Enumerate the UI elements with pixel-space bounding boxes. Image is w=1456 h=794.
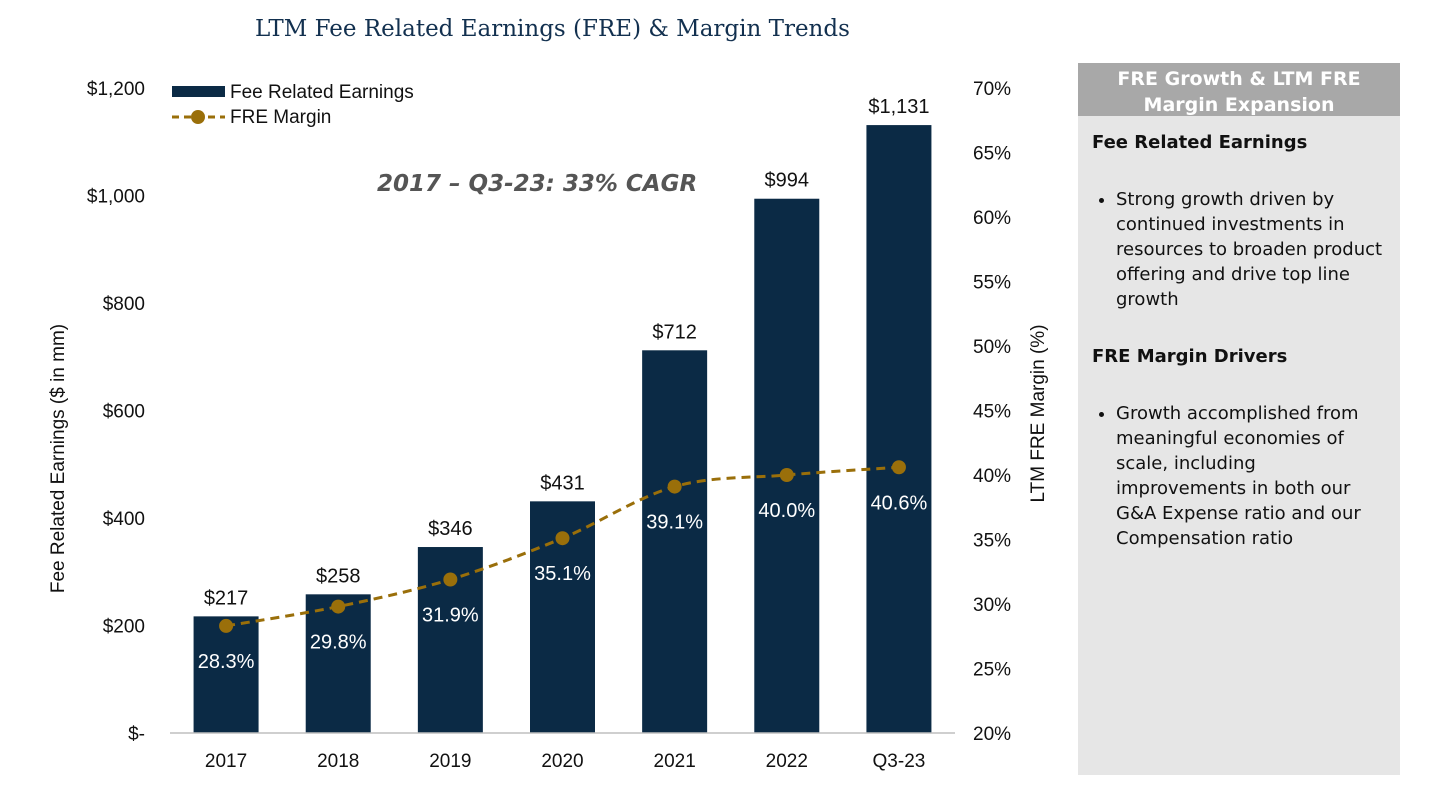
bar-value-label: $1,131 — [868, 96, 929, 118]
y-left-axis-title: Fee Related Earnings ($ in mm) — [48, 324, 69, 593]
bullet-list-margin: Growth accomplished from meaningful econ… — [1092, 401, 1386, 551]
y-right-tick-label: 50% — [973, 337, 1011, 358]
legend-label-fre: Fee Related Earnings — [230, 82, 414, 103]
margin-point — [219, 618, 234, 633]
bar-value-label: $431 — [540, 472, 585, 494]
y-right-tick-label: 20% — [973, 724, 1011, 745]
margin-point — [331, 599, 346, 614]
legend-label-margin: FRE Margin — [230, 107, 331, 128]
margin-point — [667, 479, 682, 494]
bar — [754, 198, 820, 734]
margin-point — [891, 460, 906, 475]
y-right-axis-title: LTM FRE Margin (%) — [1028, 324, 1049, 502]
margin-value-label: 28.3% — [198, 651, 255, 673]
bar-value-label: $346 — [428, 518, 473, 540]
bar — [642, 350, 708, 733]
legend-swatch-fre — [172, 86, 225, 97]
y-left-tick-label: $400 — [103, 509, 145, 530]
x-tick-label: 2019 — [429, 751, 471, 772]
bar — [305, 594, 371, 733]
margin-point — [779, 468, 794, 482]
bar-value-label: $994 — [765, 170, 810, 192]
section-title-fre: Fee Related Earnings — [1092, 132, 1308, 153]
side-panel: FRE Growth & LTM FRE Margin Expansion Fe… — [1078, 63, 1400, 775]
y-right-tick-label: 65% — [973, 144, 1011, 165]
x-tick-label: 2018 — [317, 751, 359, 772]
margin-value-label: 31.9% — [422, 604, 479, 626]
y-left-tick-label: $- — [128, 724, 145, 745]
y-left-tick-label: $1,200 — [87, 79, 145, 100]
x-tick-label: 2022 — [766, 751, 808, 772]
margin-value-label: 40.0% — [758, 500, 815, 522]
panel-body: Fee Related Earnings Strong growth drive… — [1078, 132, 1400, 551]
margin-point — [555, 531, 570, 546]
y-right-tick-label: 30% — [973, 595, 1011, 616]
y-right-tick-label: 25% — [973, 660, 1011, 681]
bar — [866, 125, 932, 733]
y-left-tick-label: $1,000 — [87, 187, 145, 208]
x-tick-label: 2020 — [541, 751, 583, 772]
y-left-tick-label: $200 — [103, 617, 145, 638]
margin-value-label: 39.1% — [646, 512, 703, 534]
y-left-tick-label: $800 — [103, 294, 145, 315]
cagr-annotation: 2017 – Q3-23: 33% CAGR — [377, 171, 697, 197]
chart-title: LTM Fee Related Earnings (FRE) & Margin … — [255, 16, 850, 42]
x-tick-label: 2021 — [654, 751, 696, 772]
y-right-tick-label: 45% — [973, 402, 1011, 423]
y-right-tick-label: 70% — [973, 79, 1011, 100]
y-right-tick-label: 60% — [973, 208, 1011, 229]
bullet-margin: Growth accomplished from meaningful econ… — [1116, 401, 1386, 551]
y-right-tick-label: 35% — [973, 531, 1011, 552]
bar-value-label: $712 — [652, 321, 697, 343]
bullet-list-fre: Strong growth driven by continued invest… — [1092, 187, 1386, 312]
x-tick-label: Q3-23 — [873, 751, 926, 772]
y-right-tick-label: 40% — [973, 466, 1011, 487]
margin-value-label: 40.6% — [871, 492, 928, 514]
y-left-tick-label: $600 — [103, 402, 145, 423]
bar-value-label: $258 — [316, 565, 361, 587]
margin-point — [443, 572, 458, 587]
margin-value-label: 35.1% — [534, 563, 591, 585]
panel-header: FRE Growth & LTM FRE Margin Expansion — [1078, 63, 1400, 116]
y-right-tick-label: 55% — [973, 273, 1011, 294]
bar — [193, 616, 259, 733]
bar-value-label: $217 — [204, 587, 249, 609]
x-tick-label: 2017 — [205, 751, 247, 772]
margin-value-label: 29.8% — [310, 632, 367, 654]
section-title-margin-drivers: FRE Margin Drivers — [1092, 346, 1288, 367]
fre-chart: $- $200 $400 $600 $800 $1,000 $1,200 20% 25% 30% 3… — [48, 79, 1049, 772]
bullet-fre: Strong growth driven by continued invest… — [1116, 187, 1386, 312]
legend-marker-margin — [191, 110, 205, 124]
